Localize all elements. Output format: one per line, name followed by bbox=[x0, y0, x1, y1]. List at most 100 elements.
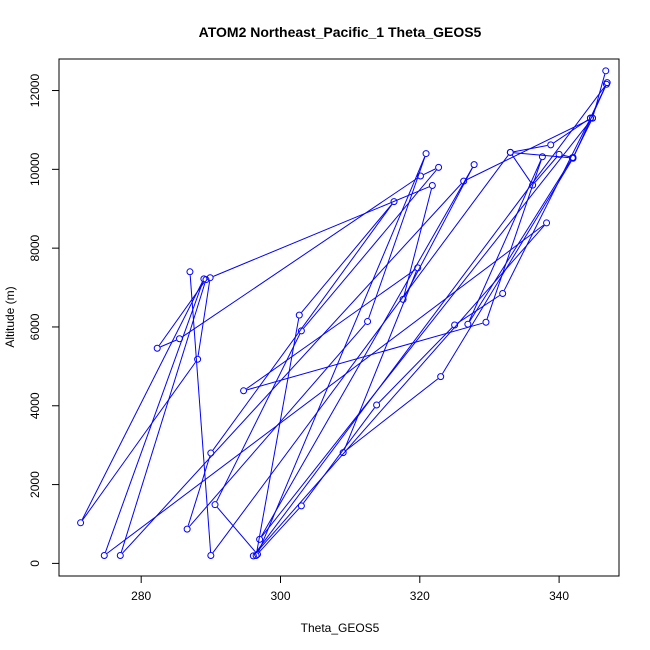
series-0-segment-53 bbox=[212, 154, 509, 553]
series-0-point-18 bbox=[183, 525, 191, 533]
series-0-segment-50 bbox=[468, 159, 542, 322]
series-0-segment-31 bbox=[261, 120, 591, 537]
x-tick-label-320: 320 bbox=[410, 589, 430, 603]
x-axis-label: Theta_GEOS5 bbox=[301, 621, 380, 635]
series-0-segment-24 bbox=[423, 168, 436, 175]
series-0-segment-35 bbox=[213, 186, 430, 277]
series-0-point-27 bbox=[153, 344, 161, 352]
series-0-segment-37 bbox=[82, 361, 196, 521]
series-0-point-51 bbox=[464, 320, 472, 328]
series-0-segment-10 bbox=[457, 294, 501, 324]
y-tick-label-2000: 2000 bbox=[28, 471, 42, 498]
series-0-segment-9 bbox=[503, 121, 590, 291]
series-0-segment-41 bbox=[255, 225, 545, 554]
series-0-point-35 bbox=[428, 181, 436, 189]
series-0-point-38 bbox=[77, 519, 85, 527]
series-0-segment-45 bbox=[345, 378, 439, 451]
series-0-segment-16 bbox=[212, 204, 393, 451]
series-0-point-9 bbox=[586, 114, 594, 122]
series-0-segment-23 bbox=[303, 169, 437, 329]
series-0-point-39 bbox=[200, 275, 208, 283]
series-0-point-17 bbox=[207, 449, 215, 457]
series-0-point-22 bbox=[211, 501, 219, 509]
series-0-segment-39 bbox=[104, 282, 204, 553]
series-0-segment-13 bbox=[258, 508, 300, 554]
series-0-segment-40 bbox=[106, 224, 545, 554]
series-0-segment-36 bbox=[197, 281, 211, 356]
series-0-point-25 bbox=[416, 172, 424, 180]
series-0-segment-33 bbox=[404, 167, 473, 297]
series-0-point-47 bbox=[414, 264, 422, 272]
series-0-point-43 bbox=[602, 80, 610, 88]
series-0-segment-15 bbox=[301, 204, 393, 313]
series-0-point-41 bbox=[543, 219, 551, 227]
series-0-segment-2 bbox=[562, 154, 570, 158]
y-tick-label-8000: 8000 bbox=[28, 234, 42, 261]
series-0-point-40 bbox=[100, 552, 108, 560]
x-tick-label-340: 340 bbox=[549, 589, 569, 603]
series-0-point-46 bbox=[339, 449, 347, 457]
y-axis-label: Altitude (m) bbox=[3, 286, 17, 347]
series-0-point-48 bbox=[240, 387, 248, 395]
series-0-segment-12 bbox=[303, 407, 375, 504]
series-0-segment-54 bbox=[189, 275, 212, 553]
series-0-segment-46 bbox=[344, 270, 417, 450]
series-0-segment-26 bbox=[160, 339, 177, 348]
series-0-segment-30 bbox=[466, 119, 590, 181]
series-0-segment-3 bbox=[534, 156, 558, 183]
series-0-point-54 bbox=[207, 552, 215, 560]
series-0-point-34 bbox=[399, 295, 407, 303]
series-0-point-23 bbox=[297, 327, 305, 335]
series-0-point-49 bbox=[482, 318, 490, 326]
series-0-point-0 bbox=[602, 67, 610, 75]
series-0-segment-47 bbox=[246, 269, 416, 390]
series-0-point-53 bbox=[506, 148, 514, 156]
y-tick-label-0: 0 bbox=[28, 560, 42, 567]
series-0-segment-48 bbox=[246, 322, 483, 391]
series-0-segment-49 bbox=[486, 159, 542, 320]
y-tick-label-12000: 12000 bbox=[28, 74, 42, 108]
series-0-segment-44 bbox=[442, 161, 572, 374]
x-tick-label-300: 300 bbox=[270, 589, 290, 603]
series-0-segment-22 bbox=[216, 333, 301, 502]
series-0-point-37 bbox=[194, 355, 202, 363]
chart-title: ATOM2 Northeast_Pacific_1 Theta_GEOS5 bbox=[199, 24, 482, 40]
series-0-point-15 bbox=[295, 311, 303, 319]
series-0-segment-19 bbox=[368, 156, 426, 319]
series-0-point-3 bbox=[555, 150, 563, 158]
series-0-point-30 bbox=[460, 177, 468, 185]
series-0-point-29 bbox=[116, 552, 124, 560]
series-0-segment-28 bbox=[120, 282, 206, 553]
series-0-point-11 bbox=[451, 321, 459, 329]
series-0-segment-14 bbox=[256, 318, 300, 553]
y-tick-label-6000: 6000 bbox=[28, 313, 42, 340]
series-0-segment-52 bbox=[513, 152, 569, 159]
series-0-segment-21 bbox=[216, 507, 256, 552]
series-0-point-26 bbox=[175, 335, 183, 343]
x-axis: 280 300 320 340 bbox=[131, 575, 569, 603]
series-0-point-52 bbox=[568, 154, 576, 162]
series-0-point-33 bbox=[470, 161, 478, 169]
series-0-segment-4 bbox=[511, 155, 532, 183]
series-0-point-50 bbox=[538, 153, 546, 161]
y-axis: 0 2000 4000 6000 8000 10000 12000 bbox=[28, 74, 60, 567]
series-0-point-20 bbox=[422, 150, 430, 158]
y-tick-label-10000: 10000 bbox=[28, 152, 42, 186]
series-0-point-6 bbox=[547, 141, 555, 149]
series-0-segment-38 bbox=[81, 281, 203, 520]
x-tick-label-280: 280 bbox=[131, 589, 151, 603]
series-0-segment-25 bbox=[182, 177, 418, 338]
plot-content bbox=[77, 67, 611, 560]
series-0-segment-17 bbox=[187, 456, 211, 526]
y-tick-label-4000: 4000 bbox=[28, 392, 42, 419]
series-0-point-14 bbox=[252, 552, 260, 560]
series-0-segment-42 bbox=[255, 86, 605, 554]
series-0-point-13 bbox=[297, 502, 305, 510]
series-0-point-32 bbox=[256, 535, 264, 543]
series-0-segment-34 bbox=[403, 188, 432, 297]
series-0-point-19 bbox=[364, 317, 372, 325]
series-0-point-21 bbox=[254, 550, 262, 558]
series-0-point-55 bbox=[186, 268, 194, 276]
